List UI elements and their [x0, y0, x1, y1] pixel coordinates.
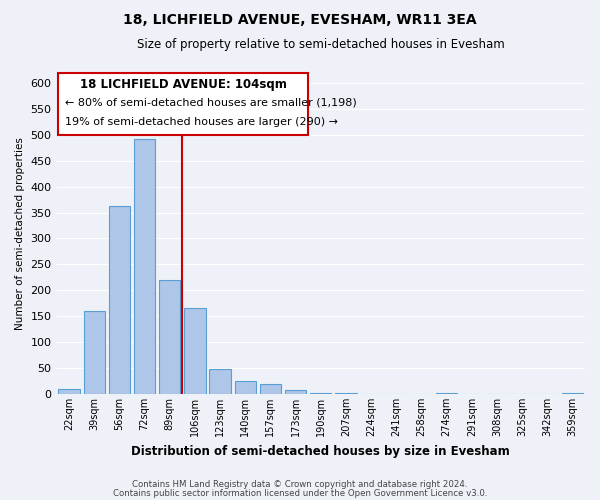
- Bar: [109, 206, 130, 394]
- Bar: [159, 280, 181, 394]
- Bar: [285, 390, 307, 394]
- Text: 18 LICHFIELD AVENUE: 104sqm: 18 LICHFIELD AVENUE: 104sqm: [80, 78, 286, 90]
- Bar: [83, 311, 105, 394]
- Bar: [209, 369, 231, 394]
- Text: Contains public sector information licensed under the Open Government Licence v3: Contains public sector information licen…: [113, 488, 487, 498]
- Bar: [260, 384, 281, 394]
- Text: 19% of semi-detached houses are larger (290) →: 19% of semi-detached houses are larger (…: [65, 118, 338, 128]
- Text: ← 80% of semi-detached houses are smaller (1,198): ← 80% of semi-detached houses are smalle…: [65, 98, 357, 108]
- Y-axis label: Number of semi-detached properties: Number of semi-detached properties: [15, 137, 25, 330]
- Bar: [235, 381, 256, 394]
- X-axis label: Distribution of semi-detached houses by size in Evesham: Distribution of semi-detached houses by …: [131, 444, 510, 458]
- Text: 18, LICHFIELD AVENUE, EVESHAM, WR11 3EA: 18, LICHFIELD AVENUE, EVESHAM, WR11 3EA: [123, 12, 477, 26]
- Title: Size of property relative to semi-detached houses in Evesham: Size of property relative to semi-detach…: [137, 38, 505, 51]
- Bar: [184, 308, 206, 394]
- Bar: [58, 389, 80, 394]
- Bar: [134, 140, 155, 394]
- Text: Contains HM Land Registry data © Crown copyright and database right 2024.: Contains HM Land Registry data © Crown c…: [132, 480, 468, 489]
- FancyBboxPatch shape: [58, 72, 308, 134]
